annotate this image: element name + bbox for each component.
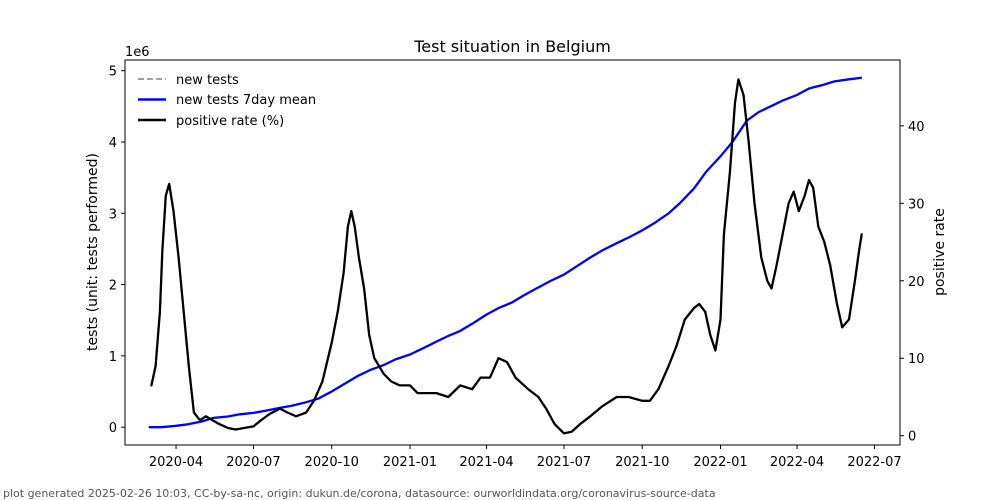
y-tick-label: 3 <box>109 207 117 222</box>
y-tick-label: 2 <box>109 279 117 294</box>
y2-tick-label: 0 <box>908 430 916 445</box>
y2-tick-label: 10 <box>908 352 925 367</box>
chart-title: Test situation in Belgium <box>413 37 611 56</box>
series-line-positive-rate <box>150 78 863 435</box>
y-axis-label: tests (unit: tests performed) <box>85 153 101 351</box>
x-tick-label: 2020-04 <box>149 455 203 470</box>
series-layer <box>148 76 863 435</box>
legend: new tests new tests 7day mean positive r… <box>138 73 316 129</box>
plot-area <box>124 59 901 446</box>
x-tick-label: 2021-01 <box>383 455 437 470</box>
legend-label-new-tests-7day-mean: new tests 7day mean <box>176 93 316 108</box>
legend-label-new-tests: new tests <box>176 73 239 88</box>
y2-tick-label: 20 <box>908 275 925 290</box>
y2-tick-label: 40 <box>908 120 925 135</box>
x-tick-label: 2022-07 <box>847 455 901 470</box>
x-tick-label: 2020-10 <box>305 455 359 470</box>
y2-tick-label: 30 <box>908 197 925 212</box>
series-line-new-tests-7day-mean <box>148 76 863 429</box>
x-tick-label: 2022-04 <box>770 455 824 470</box>
x-tick-label: 2022-01 <box>693 455 747 470</box>
y2-axis-label: positive rate <box>932 208 948 296</box>
y-tick-label: 4 <box>109 136 117 151</box>
y-tick-label: 5 <box>109 65 117 80</box>
x-tick-label: 2020-07 <box>226 455 280 470</box>
legend-label-positive-rate: positive rate (%) <box>176 114 284 129</box>
x-tick-label: 2021-04 <box>459 455 513 470</box>
y-scale-label: 1e6 <box>125 45 150 60</box>
y-tick-label: 1 <box>109 350 117 365</box>
x-tick-label: 2021-07 <box>537 455 591 470</box>
footer-note: plot generated 2025-02-26 10:03, CC-by-s… <box>3 487 716 500</box>
x-tick-label: 2021-10 <box>615 455 669 470</box>
y-tick-label: 0 <box>109 421 117 436</box>
tick-layer: 2020-04 2020-07 2020-10 2021-01 2021-04 2021-… <box>109 65 925 470</box>
